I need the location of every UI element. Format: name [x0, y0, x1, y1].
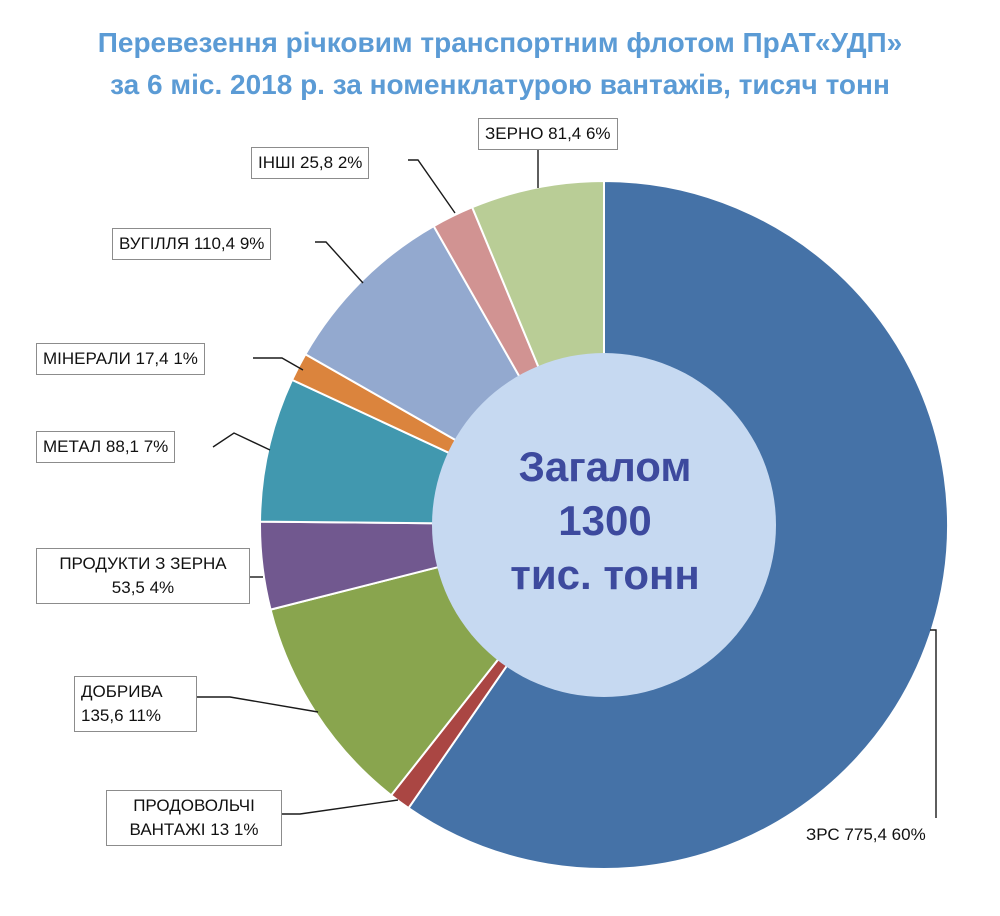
data-label-prodovolchi-line-2: ВАНТАЖІ 13 1%	[129, 820, 259, 839]
donut-center-circle	[432, 353, 776, 697]
leader-line-metal	[212, 432, 271, 451]
data-label-zrs-text: ЗРС 775,4 60%	[806, 825, 926, 844]
data-label-vugillya: ВУГІЛЛЯ 110,4 9%	[112, 228, 272, 260]
leader-line-zrs	[930, 629, 937, 818]
data-label-minerali: МІНЕРАЛИ 17,4 1%	[36, 343, 205, 375]
leader-line-minerali	[253, 357, 304, 371]
data-label-metal-text: МЕТАЛ 88,1 7%	[43, 437, 169, 456]
center-label-line-1: Загалом	[518, 443, 692, 490]
data-label-minerali-text: МІНЕРАЛИ 17,4 1%	[43, 349, 198, 368]
leader-lines	[197, 150, 937, 818]
data-label-prodovolchi: ПРОДОВОЛЬЧІ ВАНТАЖІ 13 1%	[106, 790, 282, 846]
data-label-dobryva-line-1: ДОБРИВА	[81, 682, 163, 701]
data-label-inshi: ІНШІ 25,8 2%	[251, 147, 370, 179]
data-label-produkty-line-2: 53,5 4%	[111, 578, 175, 597]
leader-line-inshi	[408, 159, 456, 214]
data-label-zerno-text: ЗЕРНО 81,4 6%	[485, 124, 611, 143]
data-label-produkty-line-1: ПРОДУКТИ З ЗЕРНА	[59, 554, 227, 573]
donut-center-label: Загалом 1300 тис. тонн	[430, 440, 780, 602]
leader-line-dobryva	[197, 696, 319, 713]
chart-title-line-1: Перевезення річковим транспортним флотом…	[97, 27, 903, 58]
data-label-produkty: ПРОДУКТИ З ЗЕРНА 53,5 4%	[36, 548, 250, 604]
center-label-unit: тис. тонн	[510, 551, 700, 598]
data-label-metal: МЕТАЛ 88,1 7%	[36, 431, 176, 463]
data-label-zrs: ЗРС 775,4 60%	[806, 823, 926, 847]
data-label-vugillya-text: ВУГІЛЛЯ 110,4 9%	[119, 234, 265, 253]
data-label-dobryva: ДОБРИВА 135,6 11%	[74, 676, 197, 732]
leader-line-vugillya	[315, 241, 364, 284]
data-label-dobryva-line-2: 135,6 11%	[81, 706, 162, 725]
chart-title-line-2: за 6 міс. 2018 р. за номенклатурою ванта…	[110, 69, 890, 100]
data-label-inshi-text: ІНШІ 25,8 2%	[258, 153, 363, 172]
chart-title: Перевезення річковим транспортним флотом…	[0, 22, 1000, 106]
data-label-zerno: ЗЕРНО 81,4 6%	[478, 118, 618, 150]
data-label-prodovolchi-line-1: ПРОДОВОЛЬЧІ	[133, 796, 255, 815]
leader-line-prodovolchi	[282, 799, 399, 815]
center-label-total: 1300	[558, 497, 652, 544]
